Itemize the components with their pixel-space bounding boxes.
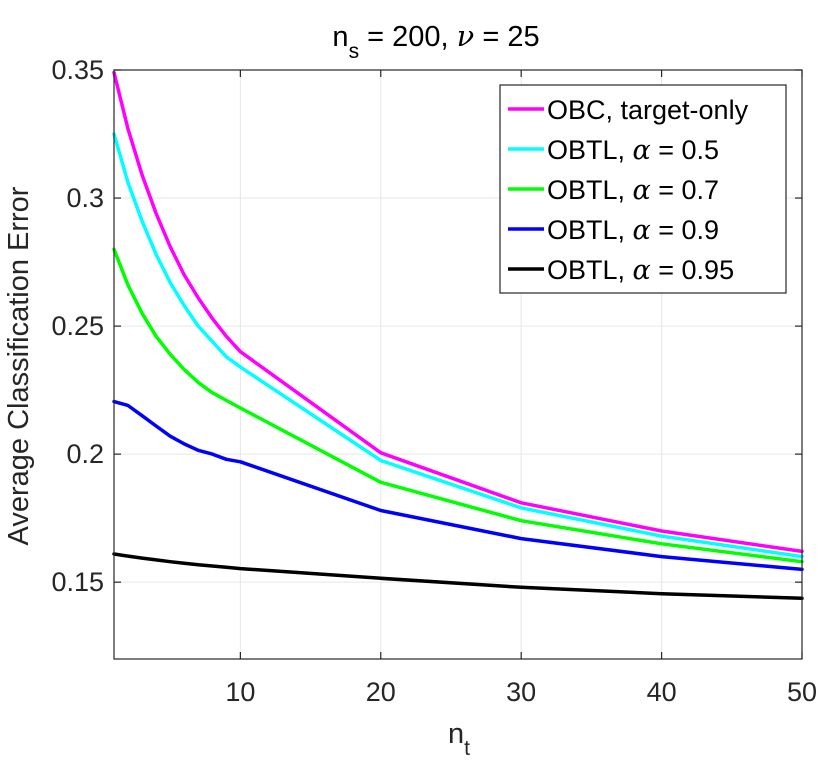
- x-tick-label: 50: [787, 677, 817, 707]
- legend-label: OBTL,: [547, 175, 633, 205]
- title-nu-rest: = 25: [474, 21, 539, 53]
- legend-label: OBC, target-only: [547, 95, 749, 125]
- axes-box: [113, 69, 803, 660]
- x-axis-label-sub: t: [464, 737, 470, 760]
- legend-label: OBTL,: [547, 255, 633, 285]
- legend-alpha-symbol: α: [633, 175, 651, 206]
- y-tick-label: 0.25: [51, 311, 104, 341]
- y-tick-label: 0.3: [66, 183, 104, 213]
- series-line-4: [112, 399, 804, 572]
- chart-title: ns = 200, ν = 25: [332, 19, 539, 63]
- y-tick-label: 0.35: [51, 55, 104, 85]
- title-ns-var: n: [332, 21, 348, 53]
- legend-entry-2: OBTL, α = 0.5: [547, 135, 719, 166]
- legend-box: [499, 84, 787, 294]
- x-tick-label: 40: [647, 677, 677, 707]
- legend-entry-1: OBC, target-only: [547, 95, 749, 125]
- series-line-2: [112, 132, 804, 559]
- series-line-3: [112, 247, 804, 564]
- legend-alpha-value: = 0.9: [651, 215, 719, 245]
- series-line-5: [112, 552, 804, 601]
- y-axis-label: Average Classification Error: [3, 186, 35, 545]
- series-line-1: [112, 70, 804, 554]
- legend-label: OBTL,: [547, 215, 633, 245]
- legend-entry-5: OBTL, α = 0.95: [547, 255, 734, 286]
- title-ns-rest: = 200,: [359, 21, 457, 53]
- title-nu-symbol: ν: [457, 19, 475, 53]
- legend-alpha-symbol: α: [633, 255, 651, 286]
- legend-alpha-symbol: α: [633, 135, 651, 166]
- x-tick-label: 30: [506, 677, 536, 707]
- x-tick-label: 10: [225, 677, 255, 707]
- legend-entry-3: OBTL, α = 0.7: [547, 175, 719, 206]
- title-ns-sub: s: [349, 40, 360, 63]
- legend-label: OBTL,: [547, 135, 633, 165]
- x-axis-label: nt: [448, 718, 470, 760]
- y-tick-label: 0.15: [51, 567, 104, 597]
- legend-entry-4: OBTL, α = 0.9: [547, 215, 719, 246]
- series-group: [112, 70, 804, 601]
- legend-alpha-value: = 0.7: [651, 175, 719, 205]
- legend-alpha-value: = 0.95: [651, 255, 734, 285]
- ticks: 10 20 30 40 50 0.15 0.2 0.25 0.3 0.35: [51, 55, 817, 707]
- x-axis-label-main: n: [448, 718, 464, 750]
- x-tick-label: 20: [366, 677, 396, 707]
- legend-alpha-value: = 0.5: [651, 135, 719, 165]
- y-tick-label: 0.2: [66, 439, 104, 469]
- legend-alpha-symbol: α: [633, 215, 651, 246]
